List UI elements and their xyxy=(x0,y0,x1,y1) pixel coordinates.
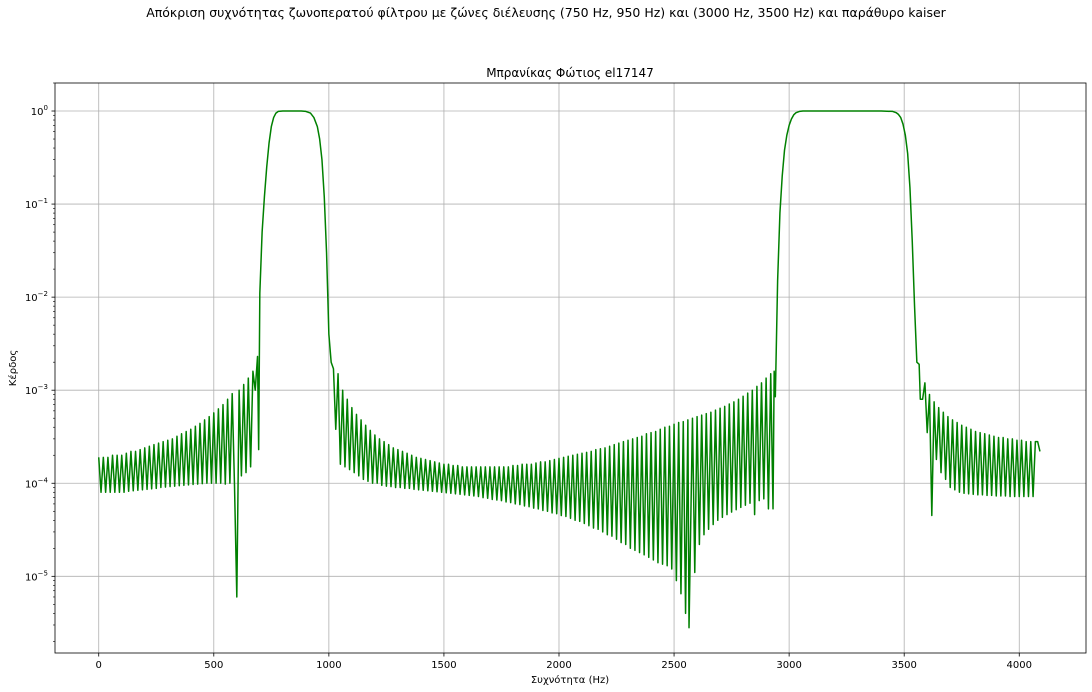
plot-background xyxy=(55,83,1086,653)
y-tick-label: 100 xyxy=(31,104,48,118)
y-tick-label: 10−2 xyxy=(25,290,48,304)
x-axis-label: Συχνότητα (Hz) xyxy=(531,674,609,686)
x-tick-label: 3000 xyxy=(776,660,801,671)
x-tick-label: 2000 xyxy=(546,660,571,671)
y-axis-ticks: 10−5 10−4 10−3 10−2 10−1 100 xyxy=(25,82,55,642)
figure-suptitle: Απόκριση συχνότητας ζωνοπερατού φίλτρου … xyxy=(146,5,946,20)
x-tick-label: 4000 xyxy=(1007,660,1032,671)
x-tick-label: 500 xyxy=(204,660,223,671)
series-group xyxy=(97,110,1041,629)
x-tick-label: 2500 xyxy=(661,660,686,671)
x-axis-ticks: 0 500 1000 1500 2000 2500 3000 3500 4000 xyxy=(96,653,1032,671)
x-tick-label: 1500 xyxy=(431,660,456,671)
y-tick-label: 10−5 xyxy=(25,569,48,583)
plot-frame xyxy=(54,82,1087,654)
y-minor-ticks xyxy=(53,82,55,642)
y-axis-label: Κέρδος xyxy=(7,350,19,386)
y-tick-label: 10−1 xyxy=(25,197,48,211)
x-tick-label: 3500 xyxy=(891,660,916,671)
chart-title: Μπρανίκας Φώτιος el17147 xyxy=(486,66,654,80)
series-line-0 xyxy=(97,110,1041,629)
x-tick-label: 0 xyxy=(96,660,102,671)
x-tick-label: 1000 xyxy=(316,660,341,671)
y-tick-label: 10−3 xyxy=(25,383,48,397)
grid-lines xyxy=(55,83,1086,653)
y-tick-label: 10−4 xyxy=(25,476,49,490)
